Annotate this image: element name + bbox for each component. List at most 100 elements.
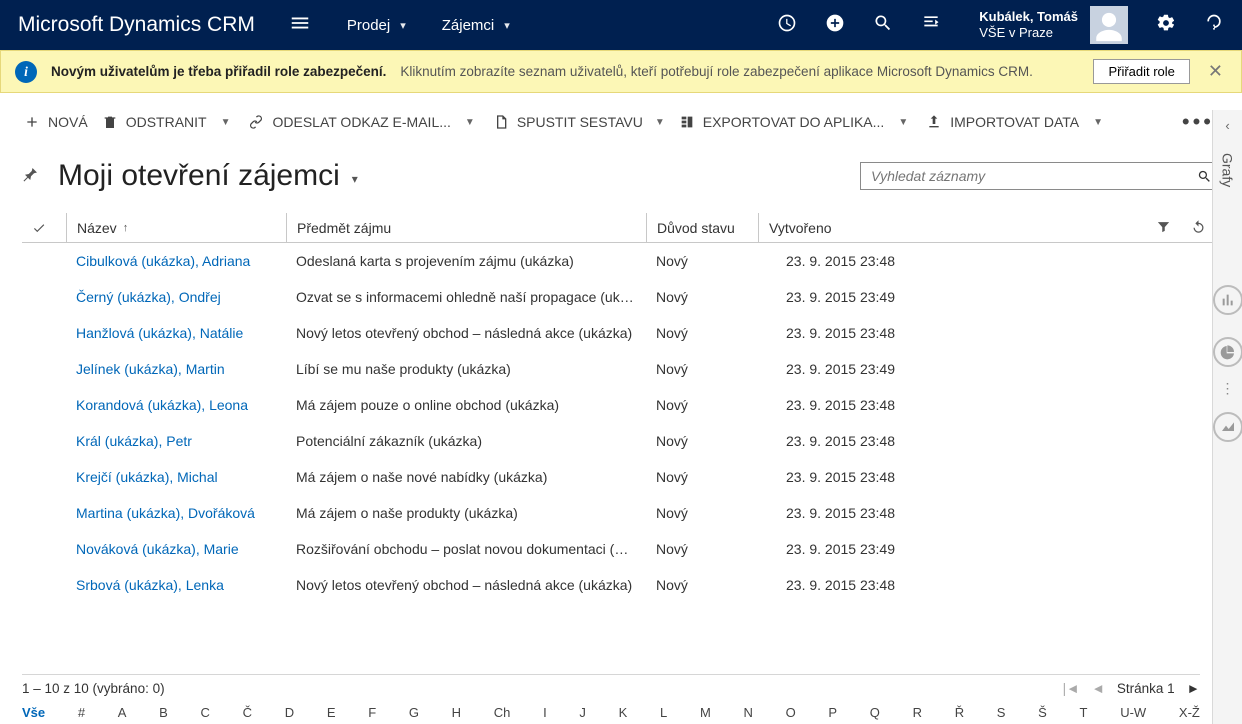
alpha-L[interactable]: L [660,705,667,720]
first-page[interactable]: |◄ [1063,681,1080,696]
alpha-O[interactable]: O [786,705,796,720]
chart-bar-icon[interactable] [1213,285,1242,315]
alpha-C[interactable]: C [201,705,210,720]
alpha-N[interactable]: N [743,705,752,720]
alpha-A[interactable]: A [118,705,127,720]
alpha-Q[interactable]: Q [870,705,880,720]
import-data-button[interactable]: IMPORTOVAT DATA [924,110,1081,134]
lead-link[interactable]: Nováková (ukázka), Marie [76,541,239,557]
lead-link[interactable]: Cibulková (ukázka), Adriana [76,253,250,269]
lead-link[interactable]: Hanžlová (ukázka), Natálie [76,325,243,341]
alpha-M[interactable]: M [700,705,711,720]
sort-asc-icon: ↑ [123,222,129,234]
recent-icon[interactable] [777,13,797,38]
alpha-Š[interactable]: Š [1038,705,1047,720]
import-split[interactable]: ▼ [1091,117,1109,128]
email-split[interactable]: ▼ [463,117,481,128]
grid-footer: 1 – 10 z 10 (vybráno: 0) |◄ ◄ Stránka 1 … [22,674,1200,696]
filter-icon[interactable] [1156,219,1171,237]
gear-icon[interactable] [1156,13,1176,38]
help-icon[interactable] [1204,13,1224,38]
new-button[interactable]: NOVÁ [22,110,90,134]
alpha-T[interactable]: T [1080,705,1088,720]
collapse-icon[interactable]: ‹ [1225,118,1229,133]
alpha-S[interactable]: S [997,705,1006,720]
alpha-Vše[interactable]: Vše [22,705,45,720]
prev-page[interactable]: ◄ [1091,681,1104,696]
charts-label[interactable]: Grafy [1220,153,1236,187]
export-excel-button[interactable]: EXPORTOVAT DO APLIKA... [677,110,887,134]
alpha-U-W[interactable]: U-W [1120,705,1146,720]
alpha-B[interactable]: B [159,705,168,720]
alpha-J[interactable]: J [579,705,586,720]
alpha-R[interactable]: R [913,705,922,720]
table-row[interactable]: Nováková (ukázka), MarieRozšiřování obch… [22,531,1212,567]
email-link-button[interactable]: ODESLAT ODKAZ E-MAIL... [246,110,452,134]
hamburger-icon[interactable] [289,12,311,39]
alpha-H[interactable]: H [452,705,461,720]
col-reason[interactable]: Důvod stavu [646,213,758,242]
table-row[interactable]: Jelínek (ukázka), MartinLíbí se mu naše … [22,351,1212,387]
delete-split[interactable]: ▼ [219,117,237,128]
col-subject[interactable]: Předmět zájmu [286,213,646,242]
nav-leads[interactable]: Zájemci ▾ [442,17,510,34]
chart-pie-icon[interactable] [1213,337,1242,367]
alpha-Č[interactable]: Č [243,705,252,720]
lead-link[interactable]: Srbová (ukázka), Lenka [76,577,224,593]
drag-handle-icon[interactable]: ⋮ [1221,387,1235,390]
export-split[interactable]: ▼ [896,117,914,128]
alpha-K[interactable]: K [619,705,628,720]
lead-link[interactable]: Černý (ukázka), Ondřej [76,289,221,305]
chevron-down-icon: ▼ [655,117,665,128]
brand[interactable]: Microsoft Dynamics CRM [18,13,255,37]
alpha-filter: Vše # A B C Č D E F G H Ch I J K L M N O P Q R Ř S Š T U-W X-Ž [22,705,1200,720]
advanced-find-icon[interactable] [921,13,941,38]
notification-bar: i Novým uživatelům je třeba přiřadil rol… [0,50,1242,93]
lead-link[interactable]: Krejčí (ukázka), Michal [76,469,218,485]
search-icon[interactable] [873,13,893,38]
alpha-Ř[interactable]: Ř [955,705,964,720]
col-created[interactable]: Vytvořeno [758,213,888,242]
alpha-X-Ž[interactable]: X-Ž [1179,705,1200,720]
table-row[interactable]: Srbová (ukázka), LenkaNový letos otevřen… [22,567,1212,603]
lead-link[interactable]: Jelínek (ukázka), Martin [76,361,225,377]
run-report-button[interactable]: SPUSTIT SESTAVU ▼ [491,110,667,134]
alpha-F[interactable]: F [368,705,376,720]
table-row[interactable]: Král (ukázka), PetrPotenciální zákazník … [22,423,1212,459]
view-title[interactable]: Moji otevření zájemci ▾ [58,159,358,193]
lead-link[interactable]: Král (ukázka), Petr [76,433,192,449]
table-row[interactable]: Černý (ukázka), OndřejOzvat se s informa… [22,279,1212,315]
assign-roles-button[interactable]: Přiřadit role [1093,59,1189,84]
lead-link[interactable]: Korandová (ukázka), Leona [76,397,248,413]
chart-area-icon[interactable] [1213,412,1242,442]
nav-icons: Kubálek, Tomáš VŠE v Praze [777,6,1224,44]
delete-button[interactable]: ODSTRANIT [100,110,209,134]
lead-link[interactable]: Martina (ukázka), Dvořáková [76,505,255,521]
table-row[interactable]: Hanžlová (ukázka), NatálieNový letos ote… [22,315,1212,351]
alpha-D[interactable]: D [285,705,294,720]
next-page[interactable]: ► [1187,681,1200,696]
table-row[interactable]: Krejčí (ukázka), MichalMá zájem o naše n… [22,459,1212,495]
pin-icon[interactable] [22,165,40,188]
search-box[interactable] [860,162,1220,190]
alpha-Ch[interactable]: Ch [494,705,511,720]
user-block[interactable]: Kubálek, Tomáš VŠE v Praze [979,6,1128,44]
alpha-#[interactable]: # [78,705,85,720]
alpha-I[interactable]: I [543,705,547,720]
close-icon[interactable]: ✕ [1204,61,1227,82]
alpha-P[interactable]: P [828,705,837,720]
avatar[interactable] [1090,6,1128,44]
refresh-icon[interactable] [1191,219,1206,237]
search-input[interactable] [861,168,1189,184]
nav-sales[interactable]: Prodej ▾ [347,17,406,34]
table-row[interactable]: Korandová (ukázka), LeonaMá zájem pouze … [22,387,1212,423]
table-row[interactable]: Martina (ukázka), DvořákováMá zájem o na… [22,495,1212,531]
select-all[interactable] [22,213,66,242]
table-row[interactable]: Cibulková (ukázka), AdrianaOdeslaná kart… [22,243,1212,279]
alpha-G[interactable]: G [409,705,419,720]
view-header: Moji otevření zájemci ▾ [0,145,1242,195]
col-name[interactable]: Název↑ [66,213,286,242]
chevron-down-icon: ▾ [504,19,510,32]
add-icon[interactable] [825,13,845,38]
alpha-E[interactable]: E [327,705,336,720]
